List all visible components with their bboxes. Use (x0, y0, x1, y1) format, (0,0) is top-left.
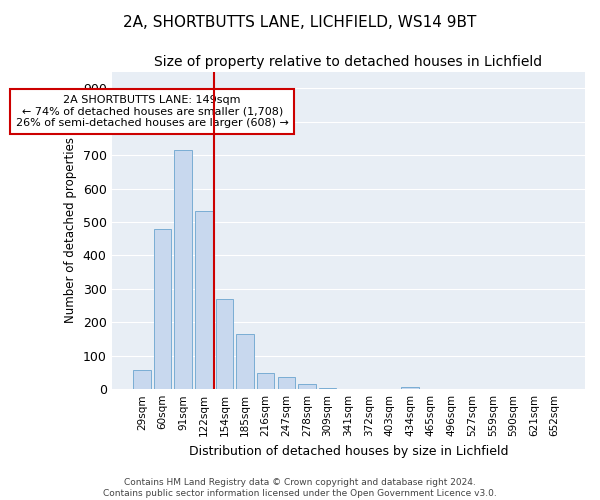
Bar (401, 387, 419, 389)
Bar (298, 384, 316, 389)
Bar (319, 388, 337, 389)
Bar (257, 373, 274, 389)
Title: Size of property relative to detached houses in Lichfield: Size of property relative to detached ho… (154, 55, 542, 69)
Bar (133, 370, 151, 389)
Bar (154, 230, 171, 389)
Bar (340, 388, 357, 389)
X-axis label: Distribution of detached houses by size in Lichfield: Distribution of detached houses by size … (188, 444, 508, 458)
Bar (175, 150, 192, 389)
Bar (215, 299, 233, 389)
Text: Contains HM Land Registry data © Crown copyright and database right 2024.
Contai: Contains HM Land Registry data © Crown c… (103, 478, 497, 498)
Bar (195, 211, 212, 389)
Y-axis label: Number of detached properties: Number of detached properties (64, 138, 77, 324)
Bar (236, 334, 254, 389)
Text: 2A, SHORTBUTTS LANE, LICHFIELD, WS14 9BT: 2A, SHORTBUTTS LANE, LICHFIELD, WS14 9BT (124, 15, 476, 30)
Text: 2A SHORTBUTTS LANE: 149sqm
← 74% of detached houses are smaller (1,708)
26% of s: 2A SHORTBUTTS LANE: 149sqm ← 74% of deta… (16, 95, 289, 128)
Bar (278, 378, 295, 389)
